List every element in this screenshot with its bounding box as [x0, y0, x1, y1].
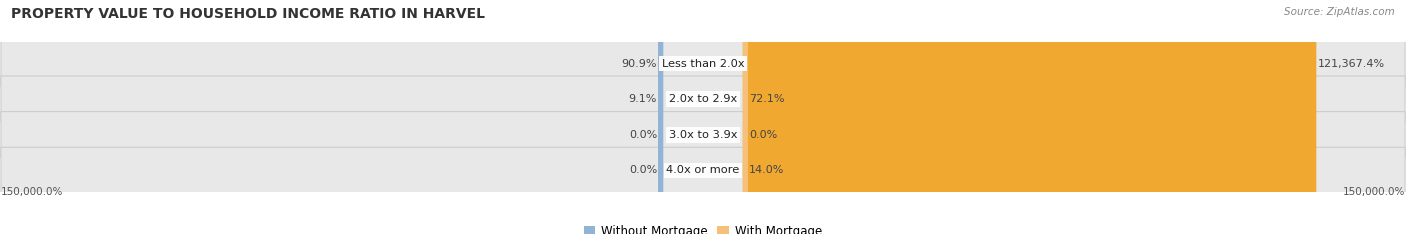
FancyBboxPatch shape [742, 0, 1316, 234]
Text: 90.9%: 90.9% [621, 58, 657, 69]
Text: 0.0%: 0.0% [628, 130, 657, 140]
Text: 14.0%: 14.0% [749, 165, 785, 176]
Text: 4.0x or more: 4.0x or more [666, 165, 740, 176]
Text: 2.0x to 2.9x: 2.0x to 2.9x [669, 94, 737, 104]
Text: 150,000.0%: 150,000.0% [1343, 187, 1405, 197]
FancyBboxPatch shape [658, 0, 664, 234]
Text: 121,367.4%: 121,367.4% [1317, 58, 1385, 69]
FancyBboxPatch shape [742, 0, 748, 234]
FancyBboxPatch shape [1, 76, 1405, 122]
Text: 9.1%: 9.1% [628, 94, 657, 104]
Text: PROPERTY VALUE TO HOUSEHOLD INCOME RATIO IN HARVEL: PROPERTY VALUE TO HOUSEHOLD INCOME RATIO… [11, 7, 485, 21]
FancyBboxPatch shape [1, 147, 1405, 194]
Text: 3.0x to 3.9x: 3.0x to 3.9x [669, 130, 737, 140]
Text: 0.0%: 0.0% [628, 165, 657, 176]
Text: Less than 2.0x: Less than 2.0x [662, 58, 744, 69]
FancyBboxPatch shape [742, 0, 748, 234]
Legend: Without Mortgage, With Mortgage: Without Mortgage, With Mortgage [579, 220, 827, 234]
Text: 72.1%: 72.1% [749, 94, 785, 104]
Text: 150,000.0%: 150,000.0% [1, 187, 63, 197]
Text: 0.0%: 0.0% [749, 130, 778, 140]
FancyBboxPatch shape [658, 0, 664, 234]
FancyBboxPatch shape [1, 112, 1405, 158]
Text: Source: ZipAtlas.com: Source: ZipAtlas.com [1284, 7, 1395, 17]
FancyBboxPatch shape [1, 40, 1405, 87]
